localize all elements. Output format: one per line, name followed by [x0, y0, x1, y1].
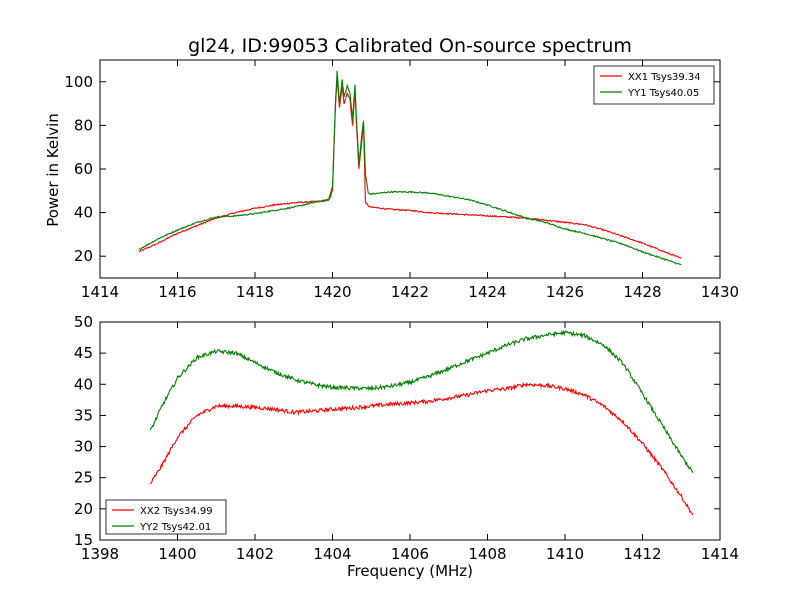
legend-label: XX1 Tsys39.34: [628, 72, 701, 83]
legend: XX1 Tsys39.34 YY1 Tsys40.05: [593, 65, 715, 105]
legend-box: [593, 65, 715, 105]
y-tick-label: 80: [74, 116, 93, 134]
x-tick-label: 1416: [158, 283, 196, 301]
series-line-xx2: [149, 381, 694, 516]
x-tick-label: 1414: [701, 545, 739, 563]
bottom-x-axis-label: Frequency (MHz): [347, 562, 473, 580]
series-line-yy2: [149, 329, 694, 473]
x-tick-label: 1422: [391, 283, 429, 301]
figure-title: gl24, ID:99053 Calibrated On-source spec…: [188, 35, 632, 57]
x-tick-label: 1420: [313, 283, 351, 301]
y-tick-label: 40: [74, 204, 93, 222]
y-tick-label: 30: [74, 438, 93, 456]
x-tick-label: 1410: [546, 545, 584, 563]
legend: XX2 Tsys34.99 YY2 Tsys42.01: [105, 499, 227, 535]
x-tick-label: 1402: [236, 545, 274, 563]
x-tick-label: 1408: [468, 545, 506, 563]
y-tick-label: 20: [74, 500, 93, 518]
x-tick-label: 1424: [468, 283, 506, 301]
legend-box: [105, 499, 227, 535]
x-tick-label: 1400: [158, 545, 196, 563]
series-line-xx1: [138, 77, 682, 259]
y-tick-label: 25: [74, 469, 93, 487]
y-tick-label: 20: [74, 247, 93, 265]
top-y-axis-label: Power in Kelvin: [44, 113, 62, 227]
y-tick-label: 100: [64, 73, 93, 91]
series-line-yy1: [138, 70, 682, 266]
x-tick-label: 1406: [391, 545, 429, 563]
x-tick-label: 1426: [546, 283, 584, 301]
legend-label: YY2 Tsys42.01: [139, 522, 211, 533]
y-tick-label: 40: [74, 375, 93, 393]
y-tick-label: 35: [74, 406, 93, 424]
x-tick-label: 1412: [623, 545, 661, 563]
legend-label: YY1 Tsys40.05: [627, 88, 699, 99]
y-tick-label: 45: [74, 344, 93, 362]
x-tick-label: 1414: [81, 283, 119, 301]
y-tick-label: 50: [74, 313, 93, 331]
y-tick-label: 60: [74, 160, 93, 178]
legend-label: XX2 Tsys34.99: [140, 506, 213, 517]
bottom-plot-panel: 1398 1400 1402 1404 1406 1408 1410 1412 1414 15 20…: [74, 313, 739, 563]
x-tick-label: 1418: [236, 283, 274, 301]
x-tick-label: 1398: [81, 545, 119, 563]
x-tick-label: 1404: [313, 545, 351, 563]
top-plot-panel: 1414 1416 1418 1420 1422 1424 1426 1428 1430 20 40…: [64, 59, 739, 301]
y-tick-label: 15: [74, 531, 93, 549]
x-tick-label: 1430: [701, 283, 739, 301]
x-tick-label: 1428: [623, 283, 661, 301]
